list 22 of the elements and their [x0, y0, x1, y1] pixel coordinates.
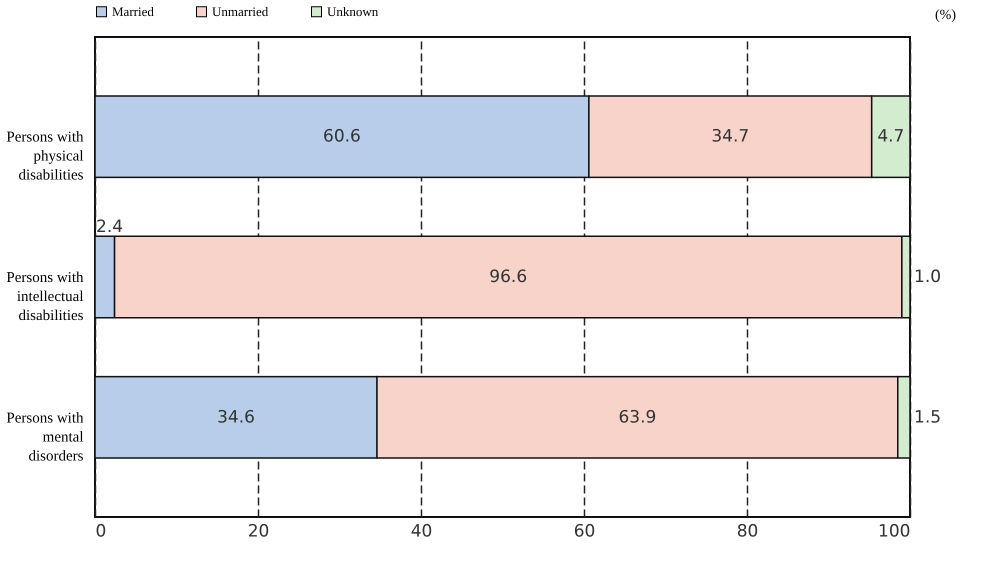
- x-tick-label: 20: [248, 522, 270, 542]
- x-tick-label: 60: [574, 522, 596, 542]
- x-tick-label: 40: [410, 522, 432, 542]
- text: (%): [935, 8, 956, 24]
- data-label: 96.6: [489, 267, 528, 287]
- data-label: 1.5: [914, 407, 942, 428]
- data-label: 34.6: [217, 407, 255, 428]
- data-label: 34.7: [711, 126, 750, 147]
- data-label: 1.0: [914, 267, 942, 287]
- x-tick-label: 80: [736, 522, 758, 542]
- x-tick-label: 0: [96, 522, 106, 542]
- legend-label: Married: [112, 4, 154, 19]
- y-tick-label: Persons with intellectual disabilities: [6, 270, 84, 324]
- data-label: 4.7: [877, 126, 904, 147]
- legend-label: Unmarried: [212, 4, 269, 19]
- x-tick-label: 100: [878, 522, 910, 542]
- legend-label: Unknown: [327, 4, 379, 19]
- data-label: 60.6: [323, 126, 361, 147]
- y-tick-label: Persons with physical disabilities: [6, 130, 84, 184]
- y-tick-label: Persons with mental disorders: [6, 410, 84, 464]
- data-label: 63.9: [618, 407, 656, 428]
- data-label: 2.4: [96, 217, 124, 237]
